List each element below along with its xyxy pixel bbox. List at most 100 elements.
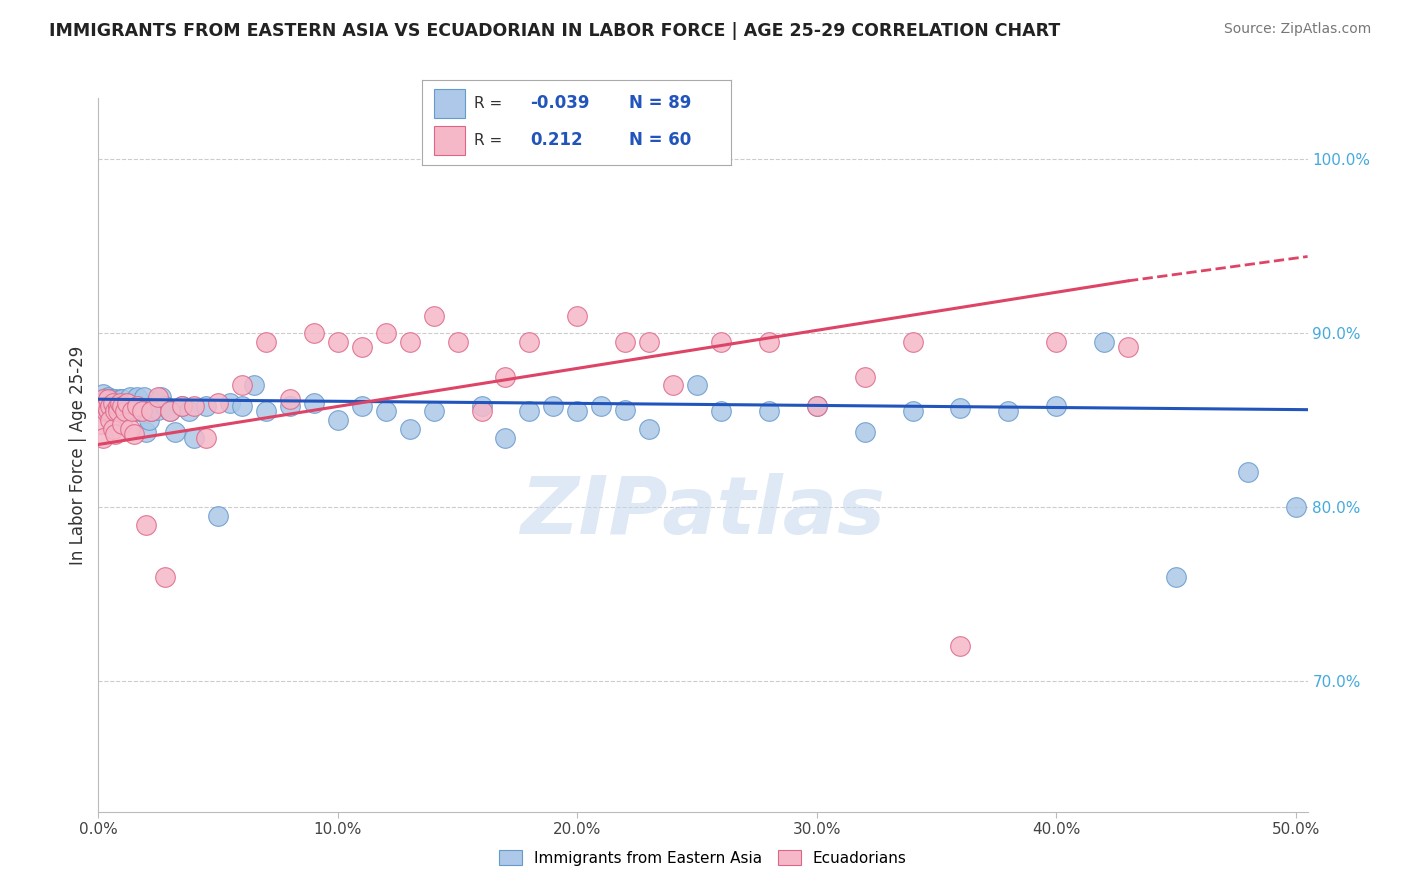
Point [149, 391, 172, 405]
Point [949, 640, 972, 654]
Point [111, 399, 134, 413]
Point [124, 402, 146, 417]
Point [91, 399, 114, 413]
Point [350, 399, 373, 413]
Point [172, 399, 194, 413]
Point [107, 395, 129, 409]
Point [115, 402, 138, 417]
Point [155, 399, 177, 413]
Point [495, 369, 517, 384]
Text: N = 89: N = 89 [628, 95, 692, 112]
Point [638, 334, 661, 349]
Point [128, 399, 150, 413]
Point [145, 395, 167, 409]
Point [118, 404, 141, 418]
Point [470, 404, 492, 418]
Point [91, 430, 114, 444]
Point [686, 378, 709, 392]
Point [104, 404, 127, 418]
Point [111, 399, 134, 413]
Point [758, 334, 780, 349]
Point [125, 404, 148, 418]
Point [111, 417, 134, 431]
Point [446, 334, 468, 349]
Point [124, 395, 146, 409]
Point [124, 427, 146, 442]
Point [163, 425, 186, 440]
Point [121, 404, 143, 418]
Point [422, 309, 444, 323]
Point [111, 404, 134, 418]
Point [853, 425, 876, 440]
Point [853, 369, 876, 384]
Point [90, 404, 112, 418]
Point [806, 399, 828, 413]
Point [90, 417, 112, 431]
Point [219, 395, 242, 409]
Point [495, 430, 517, 444]
Point [195, 430, 218, 444]
Point [398, 422, 420, 436]
Point [94, 404, 117, 418]
Point [97, 392, 120, 407]
Point [1116, 340, 1139, 354]
Point [543, 399, 565, 413]
Text: N = 60: N = 60 [628, 131, 692, 150]
Point [90, 401, 112, 415]
Point [519, 334, 541, 349]
Point [125, 391, 148, 405]
Point [90, 392, 112, 407]
Point [138, 413, 160, 427]
Point [94, 399, 117, 413]
Point [567, 404, 589, 418]
Point [142, 399, 165, 413]
Point [710, 404, 733, 418]
Point [91, 387, 114, 401]
Point [101, 422, 124, 436]
Point [591, 399, 613, 413]
Point [107, 402, 129, 417]
Point [172, 399, 194, 413]
Point [254, 404, 277, 418]
Point [1236, 466, 1258, 480]
Point [94, 392, 117, 407]
Point [148, 391, 170, 405]
Point [302, 326, 325, 340]
Text: -0.039: -0.039 [530, 95, 589, 112]
Point [901, 404, 924, 418]
Point [350, 340, 373, 354]
Point [278, 399, 301, 413]
Point [470, 399, 492, 413]
Point [806, 399, 828, 413]
Point [132, 391, 155, 405]
Point [121, 399, 143, 413]
Text: IMMIGRANTS FROM EASTERN ASIA VS ECUADORIAN IN LABOR FORCE | AGE 25-29 CORRELATIO: IMMIGRANTS FROM EASTERN ASIA VS ECUADORI… [49, 22, 1060, 40]
Point [374, 404, 396, 418]
Text: R =: R = [474, 133, 512, 148]
Point [97, 402, 120, 417]
Point [101, 395, 124, 409]
Point [114, 402, 136, 417]
Point [118, 422, 141, 436]
Point [243, 378, 266, 392]
Point [254, 334, 277, 349]
Point [100, 413, 122, 427]
Y-axis label: In Labor Force | Age 25-29: In Labor Force | Age 25-29 [69, 345, 87, 565]
Point [614, 402, 637, 417]
Point [104, 427, 127, 442]
Text: 0.212: 0.212 [530, 131, 582, 150]
Point [115, 395, 138, 409]
Point [901, 334, 924, 349]
Point [100, 392, 122, 407]
Point [104, 399, 127, 413]
Point [422, 404, 444, 418]
Point [104, 395, 127, 409]
Point [114, 399, 136, 413]
Point [662, 378, 685, 392]
Point [638, 422, 661, 436]
Point [159, 404, 181, 418]
Point [108, 402, 131, 417]
Point [91, 392, 114, 407]
Point [107, 399, 129, 413]
Point [90, 395, 112, 409]
